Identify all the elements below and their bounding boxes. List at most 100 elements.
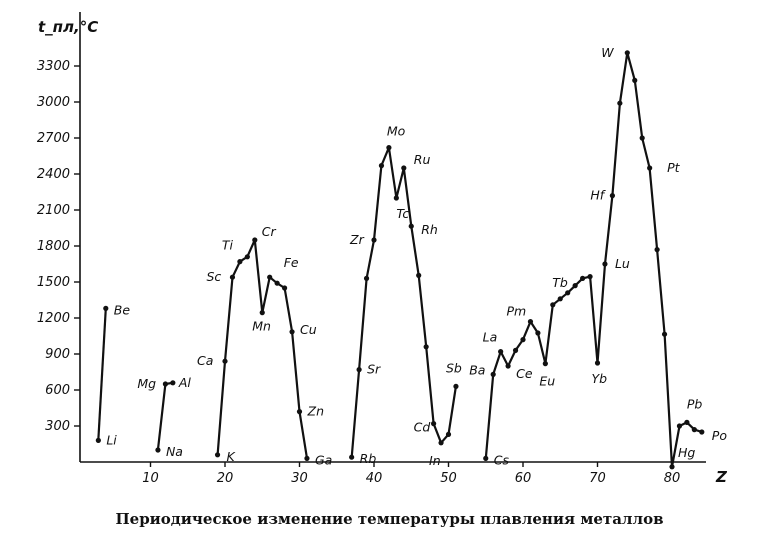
- series-line-3: [216, 238, 309, 459]
- data-point: [550, 302, 556, 308]
- y-tick-label: 3300: [37, 59, 70, 74]
- element-label-hf: Hf: [590, 188, 605, 203]
- data-point: [520, 337, 526, 343]
- data-point: [214, 452, 221, 458]
- element-label-cd: Cd: [414, 420, 431, 435]
- data-point: [378, 163, 385, 169]
- element-label-ru: Ru: [414, 152, 431, 167]
- data-point: [401, 165, 407, 171]
- data-point: [699, 429, 705, 435]
- data-point: [639, 135, 645, 141]
- x-tick-label: 30: [291, 471, 308, 486]
- element-label-cu: Cu: [300, 322, 317, 337]
- element-label-zn: Zn: [307, 404, 325, 419]
- data-point: [617, 100, 623, 106]
- element-label-mo: Mo: [387, 124, 406, 139]
- element-label-na: Na: [166, 444, 183, 459]
- data-point: [527, 319, 534, 325]
- x-tick-label: 70: [589, 471, 606, 486]
- series-line-4: [350, 146, 457, 458]
- y-tick-label: 1500: [37, 275, 70, 290]
- y-tick-label: 2700: [37, 131, 70, 146]
- element-label-w: W: [601, 45, 614, 60]
- element-label-zr: Zr: [349, 232, 365, 247]
- element-label-eu: Eu: [539, 374, 555, 389]
- data-point: [445, 431, 452, 437]
- y-tick-label: 300: [45, 419, 70, 434]
- data-point: [661, 331, 668, 337]
- element-label-be: Be: [114, 302, 131, 317]
- melting-point-chart: 300 600 900 1200 1500 1800 2100 2400 2700 3000 330…: [37, 12, 728, 486]
- data-point: [431, 421, 437, 427]
- element-label-ba: Ba: [469, 362, 485, 377]
- data-point: [609, 193, 616, 199]
- data-point: [490, 371, 496, 377]
- element-label-pb: Pb: [687, 396, 703, 411]
- y-tick-label: 2100: [37, 203, 70, 218]
- element-label-ce: Ce: [516, 366, 533, 381]
- data-point: [453, 383, 459, 389]
- data-point: [103, 305, 109, 311]
- data-point: [512, 347, 519, 353]
- data-point: [356, 367, 362, 373]
- x-tick-label: 10: [142, 471, 159, 486]
- data-point: [669, 464, 675, 470]
- data-point: [542, 361, 548, 367]
- data-point: [691, 427, 697, 433]
- element-label-rb: Rb: [360, 451, 377, 466]
- data-point: [296, 409, 303, 415]
- element-label-in: In: [429, 453, 441, 468]
- data-point: [222, 358, 228, 364]
- data-point: [594, 360, 601, 366]
- data-point: [505, 363, 511, 369]
- data-point: [647, 165, 653, 171]
- data-point: [580, 275, 586, 281]
- data-point: [587, 274, 593, 280]
- data-point: [267, 274, 273, 280]
- series-line-5: [484, 51, 703, 468]
- data-point: [386, 145, 392, 151]
- y-tick-label: 900: [45, 347, 70, 362]
- element-label-mg: Mg: [137, 376, 156, 391]
- x-tick-label: 60: [515, 471, 532, 486]
- y-axis-title: t_пл,°C: [38, 18, 98, 36]
- element-label-tc: Tc: [396, 206, 409, 221]
- element-label-fe: Fe: [284, 255, 299, 270]
- data-point: [535, 330, 541, 336]
- data-point: [572, 283, 578, 289]
- data-point: [229, 274, 236, 280]
- data-point: [252, 237, 258, 243]
- data-point: [624, 50, 630, 56]
- data-point: [393, 195, 399, 201]
- data-point: [259, 310, 265, 316]
- data-point: [237, 259, 243, 265]
- y-tick-label: 600: [45, 383, 70, 398]
- data-point: [416, 272, 422, 278]
- data-point: [602, 261, 608, 267]
- x-tick-label: 40: [366, 471, 383, 486]
- element-label-po: Po: [712, 428, 728, 443]
- data-point: [170, 380, 176, 386]
- element-label-sr: Sr: [367, 362, 381, 377]
- element-label-mn: Mn: [252, 319, 271, 334]
- data-point: [684, 419, 690, 425]
- element-label-rh: Rh: [421, 222, 438, 237]
- element-label-hg: Hg: [678, 445, 695, 460]
- data-point: [565, 290, 571, 296]
- data-point: [676, 423, 683, 429]
- data-point: [304, 455, 310, 461]
- data-point: [155, 447, 161, 453]
- y-tick-label: 1200: [37, 311, 70, 326]
- y-tick-label: 3000: [37, 95, 70, 110]
- element-label-pt: Pt: [667, 160, 681, 175]
- element-label-la: La: [483, 330, 498, 345]
- data-point: [363, 275, 370, 281]
- series-line-2: [156, 381, 174, 451]
- data-point: [438, 440, 444, 446]
- series-line-1: [97, 308, 107, 441]
- x-tick-label: 50: [440, 471, 457, 486]
- element-label-al: Al: [178, 375, 192, 390]
- data-point: [498, 349, 504, 355]
- data-point: [632, 77, 638, 83]
- element-label-yb: Yb: [592, 371, 608, 386]
